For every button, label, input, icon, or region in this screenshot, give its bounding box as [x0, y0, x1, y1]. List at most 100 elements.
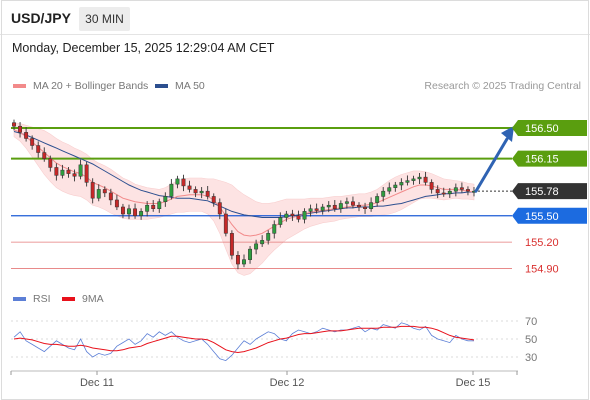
- candle-body: [387, 187, 392, 192]
- candle: [235, 251, 240, 270]
- candle-body: [60, 169, 65, 176]
- candle-body: [266, 233, 271, 241]
- candle-body: [108, 192, 113, 201]
- candle-body: [296, 215, 301, 220]
- candle-body: [278, 217, 283, 225]
- candle-body: [308, 208, 313, 212]
- symbol-title: USD/JPY: [11, 10, 71, 26]
- candle: [405, 175, 410, 186]
- candle-body: [24, 132, 29, 139]
- ma9-swatch: [62, 297, 75, 301]
- candle-body: [441, 192, 446, 195]
- candle: [60, 164, 65, 179]
- candle: [242, 254, 246, 268]
- candle: [223, 208, 228, 237]
- candle-body: [326, 204, 331, 208]
- rsi-tick-70: 70: [525, 316, 537, 328]
- candles-layer: [12, 119, 476, 270]
- candle: [332, 200, 337, 212]
- candle: [36, 141, 41, 158]
- candle-body: [314, 208, 319, 211]
- timeframe-badge[interactable]: 30 MIN: [79, 7, 130, 31]
- candle: [314, 203, 319, 214]
- candle-body: [199, 190, 204, 194]
- candle: [350, 196, 355, 209]
- level-label-155.50: 155.50: [525, 211, 559, 223]
- candle: [187, 180, 192, 193]
- ma20-line: [13, 129, 475, 237]
- candle: [260, 235, 265, 247]
- ma20-swatch: [13, 84, 26, 88]
- candle: [320, 203, 325, 215]
- rsi-line: [13, 322, 474, 362]
- candle-body: [66, 169, 71, 174]
- candle-body: [163, 196, 168, 202]
- candle-body: [411, 178, 416, 181]
- candle-body: [344, 201, 349, 204]
- projection-arrow-head: [501, 125, 514, 142]
- x-tick-label: Dec 15: [456, 377, 491, 389]
- candle: [248, 246, 253, 264]
- current-price-tag: [512, 183, 587, 200]
- candle-body: [78, 164, 83, 177]
- candle-body: [363, 206, 368, 209]
- rsi-tick-50: 50: [525, 334, 537, 346]
- level-tag-156.50: [512, 119, 587, 136]
- candle-body: [465, 189, 470, 192]
- candle-body: [254, 243, 259, 250]
- candle: [133, 203, 138, 219]
- candle: [429, 179, 434, 194]
- candle-body: [229, 233, 234, 256]
- candle: [254, 239, 259, 255]
- candle: [453, 183, 458, 197]
- candle: [290, 209, 295, 221]
- candle-body: [72, 173, 77, 177]
- candle: [66, 167, 71, 178]
- candle-body: [96, 189, 101, 199]
- level-label-156.15: 156.15: [525, 154, 559, 166]
- candle: [326, 201, 331, 213]
- level-tag-156.15: [512, 150, 587, 167]
- research-credit: Research © 2025 Trading Central: [424, 80, 581, 92]
- ma50-swatch: [155, 84, 168, 88]
- candle-body: [405, 180, 410, 183]
- level-tag-155.50: [512, 207, 587, 224]
- candle: [229, 230, 234, 260]
- candle: [272, 220, 277, 239]
- level-label-155.20: 155.20: [525, 237, 559, 249]
- candle: [387, 182, 392, 195]
- timestamp: Monday, December 15, 2025 12:29:04 AM CE…: [12, 41, 275, 55]
- candle-body: [114, 199, 119, 208]
- candle-body: [169, 183, 174, 197]
- candle: [375, 193, 380, 207]
- x-tick-label: Dec 12: [270, 377, 305, 389]
- candle-body: [429, 182, 434, 190]
- candle-body: [423, 176, 428, 183]
- candle-body: [242, 259, 246, 265]
- candle: [24, 127, 29, 142]
- price-labels-layer: 156.50 156.15 155.50 155.20 154.90 155.78: [512, 119, 587, 275]
- candle-body: [381, 190, 386, 197]
- candle: [459, 182, 464, 193]
- candle-body: [12, 122, 16, 127]
- candle: [102, 186, 107, 198]
- candle: [266, 230, 271, 245]
- candle: [139, 208, 144, 220]
- candle: [296, 210, 301, 223]
- candle: [120, 203, 125, 219]
- candle: [381, 187, 386, 202]
- candle-body: [211, 196, 216, 203]
- candle: [199, 187, 204, 199]
- candle: [54, 163, 59, 181]
- x-tick-label: Dec 11: [80, 377, 114, 389]
- candle: [357, 202, 361, 212]
- candle: [12, 119, 16, 131]
- candle: [181, 174, 186, 192]
- candle: [417, 172, 422, 185]
- candle: [169, 178, 174, 200]
- candle: [18, 122, 23, 138]
- candle-body: [320, 206, 325, 211]
- candle: [30, 135, 35, 150]
- candle: [72, 169, 77, 182]
